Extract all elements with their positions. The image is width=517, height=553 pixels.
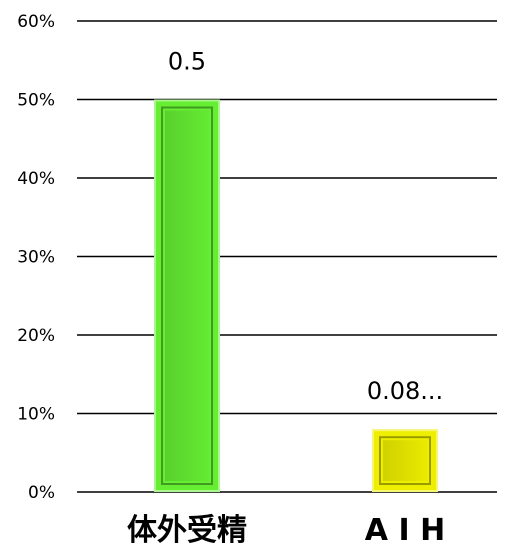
y-tick-label: 20% xyxy=(17,326,55,346)
y-tick-label: 50% xyxy=(17,91,55,111)
category-labels: 体外受精 A I H xyxy=(127,513,445,548)
bar xyxy=(154,99,220,492)
y-tick-label: 0% xyxy=(28,483,55,503)
y-axis-tick-labels: 0% 10% 20% 30% 40% 50% 60% xyxy=(17,12,55,503)
category-label: 体外受精 xyxy=(127,513,247,548)
bars xyxy=(154,99,438,493)
bar xyxy=(372,429,438,493)
category-label: A I H xyxy=(365,513,445,548)
gridlines xyxy=(77,20,497,493)
y-tick-label: 40% xyxy=(17,169,55,189)
y-tick-label: 30% xyxy=(17,248,55,268)
data-label: 0.08... xyxy=(367,377,443,405)
data-labels: 0.5 0.08... xyxy=(168,48,443,406)
y-tick-label: 10% xyxy=(17,405,55,425)
data-label: 0.5 xyxy=(168,48,206,76)
y-tick-label: 60% xyxy=(17,12,55,32)
